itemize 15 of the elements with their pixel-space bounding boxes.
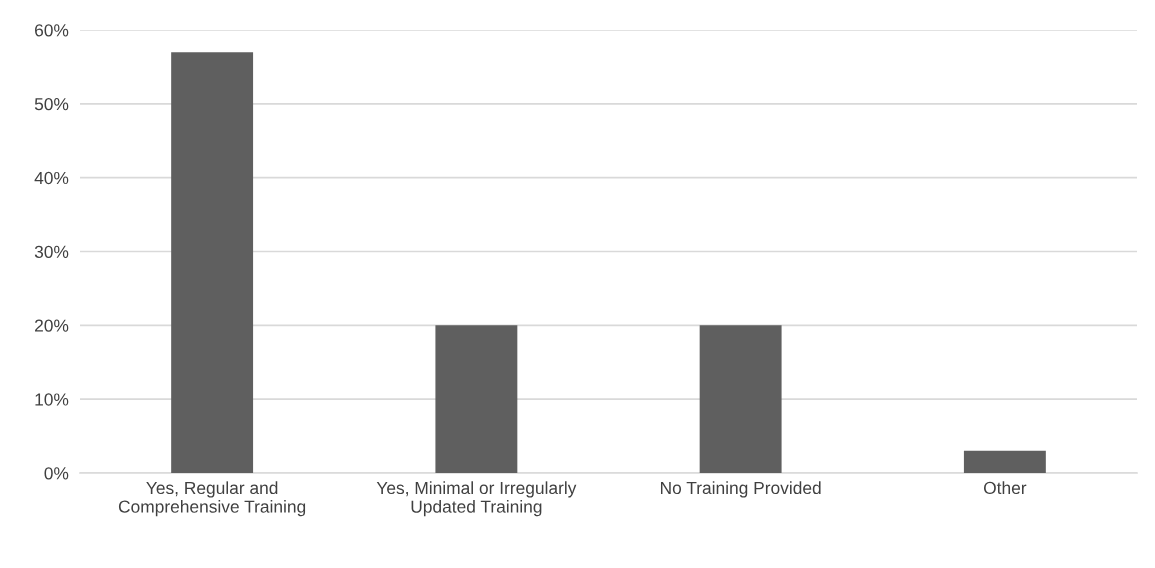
x-tick-label: No Training Provided [660,481,821,498]
bar [171,52,254,473]
y-tick-label: 0% [44,467,69,480]
x-tick-label: Other [983,481,1027,495]
x-tick-label: Yes, Regular and Comprehensive Training [118,481,306,517]
y-tick-label: 40% [34,171,69,185]
bar [963,450,1046,473]
y-tick-label: 10% [35,393,69,406]
y-tick-label: 30% [34,245,69,258]
x-tick-label: Yes, Minimal or Irregularly Updated Training [376,481,577,517]
y-tick-label: 60% [35,24,69,37]
y-tick-label: 20% [35,319,69,332]
bar [435,325,518,473]
y-tick-label: 50% [34,98,69,111]
bar [699,325,782,473]
